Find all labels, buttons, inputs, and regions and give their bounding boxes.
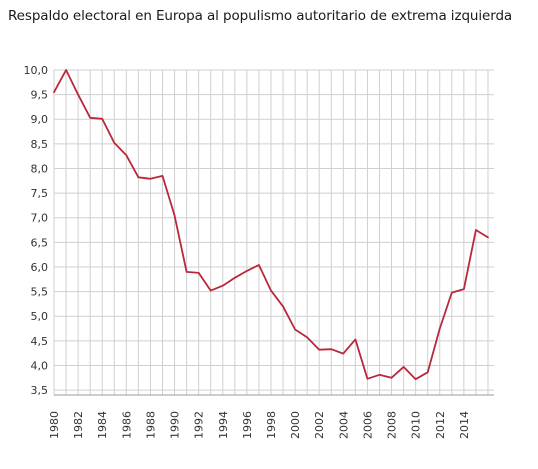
x-tick-label: 2008 — [386, 411, 399, 439]
y-tick-label: 6,0 — [31, 261, 49, 274]
data-point — [137, 176, 139, 178]
y-tick-label: 3,5 — [31, 384, 49, 397]
data-point — [366, 378, 368, 380]
data-point — [101, 118, 103, 120]
y-tick-label: 8,0 — [31, 162, 49, 175]
data-point — [53, 91, 55, 93]
data-point — [378, 374, 380, 376]
data-point — [306, 336, 308, 338]
x-tick-label: 2010 — [410, 411, 423, 439]
x-tick-label: 1982 — [72, 411, 85, 439]
y-tick-label: 4,5 — [31, 335, 49, 348]
data-point — [414, 378, 416, 380]
x-tick-label: 1980 — [48, 411, 61, 439]
grid-layer — [53, 69, 494, 395]
data-point — [222, 284, 224, 286]
data-point — [89, 117, 91, 119]
data-point — [475, 229, 477, 231]
y-tick-label: 9,0 — [31, 113, 49, 126]
data-point — [402, 366, 404, 368]
y-tick-label: 7,0 — [31, 212, 49, 225]
data-point — [342, 352, 344, 354]
data-point — [173, 214, 175, 216]
x-tick-label: 1986 — [120, 411, 133, 439]
y-tick-label: 7,5 — [31, 187, 49, 200]
x-tick-label: 2006 — [361, 411, 374, 439]
data-point — [294, 328, 296, 330]
x-tick-label: 1992 — [193, 411, 206, 439]
y-tick-label: 9,5 — [31, 89, 49, 102]
data-point — [185, 271, 187, 273]
x-tick-label: 1994 — [217, 411, 230, 439]
data-point — [113, 142, 115, 144]
data-point — [390, 377, 392, 379]
data-point — [439, 327, 441, 329]
x-tick-label: 2012 — [434, 411, 447, 439]
data-point — [318, 348, 320, 350]
data-point — [149, 178, 151, 180]
series-layer — [53, 69, 489, 381]
data-point — [77, 93, 79, 95]
data-point — [246, 270, 248, 272]
data-point — [330, 348, 332, 350]
x-tick-label: 1998 — [265, 411, 278, 439]
chart-title: Respaldo electoral en Europa al populism… — [8, 8, 513, 24]
x-tick-label: 1984 — [96, 411, 109, 439]
x-tick-label: 1990 — [169, 411, 182, 439]
data-point — [487, 236, 489, 238]
y-tick-label: 10,0 — [24, 64, 49, 77]
data-point — [161, 175, 163, 177]
y-tick-label: 5,5 — [31, 286, 49, 299]
y-tick-label: 8,5 — [31, 138, 49, 151]
x-tick-label: 2000 — [289, 411, 302, 439]
data-point — [258, 264, 260, 266]
x-tick-label: 2004 — [337, 411, 350, 439]
x-tick-label: 2002 — [313, 411, 326, 439]
data-point — [426, 371, 428, 373]
data-point — [282, 305, 284, 307]
data-point — [197, 272, 199, 274]
y-tick-label: 4,0 — [31, 359, 49, 372]
data-point — [125, 154, 127, 156]
x-tick-label: 1996 — [241, 411, 254, 439]
data-point — [270, 289, 272, 291]
y-tick-label: 5,0 — [31, 310, 49, 323]
axis-layer: 10,0 9,5 9,0 8,5 8,0 7,5 7,0 6,5 6,0 5,5 5,0 4,5 4,0… — [24, 64, 494, 439]
data-point — [210, 289, 212, 291]
y-tick-label: 6,5 — [31, 236, 49, 249]
data-point — [451, 291, 453, 293]
data-point — [234, 277, 236, 279]
data-point — [65, 69, 67, 71]
x-tick-label: 1988 — [144, 411, 157, 439]
data-point — [354, 338, 356, 340]
data-point — [463, 288, 465, 290]
series-line — [53, 69, 489, 381]
x-tick-label: 2014 — [458, 411, 471, 439]
